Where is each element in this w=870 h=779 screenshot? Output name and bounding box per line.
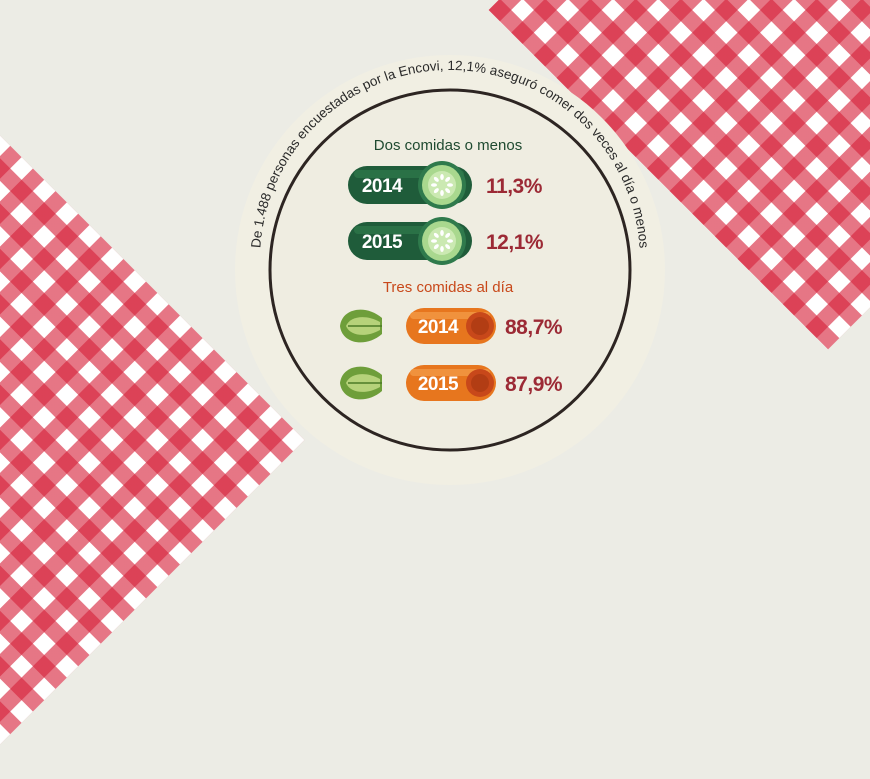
plate-rim [268, 88, 632, 452]
chart-row: 2015 12,1% [348, 217, 544, 265]
section-title: Tres comidas al día [383, 279, 514, 296]
cucumber-seed [440, 174, 444, 180]
cucumber-seed [431, 239, 437, 243]
year-label: 2014 [362, 176, 403, 197]
cucumber-seed [433, 188, 439, 194]
plate-chart: De 1.488 personas encuestadas por la Enc… [248, 57, 652, 452]
chart-row: 2015 87,9% [340, 365, 563, 401]
cucumber-seed [447, 183, 453, 187]
carrot-end-core [471, 317, 489, 335]
chart-row: 2014 11,3% [348, 161, 543, 209]
cucumber-seed [433, 232, 439, 238]
cucumber-seed [445, 188, 451, 194]
cucumber-seed [447, 239, 453, 243]
percent-label: 87,9% [505, 373, 563, 396]
percent-label: 12,1% [486, 231, 544, 254]
cucumber-seed [440, 230, 444, 236]
chart-row: 2014 88,7% [340, 308, 563, 344]
section-title: Dos comidas o menos [374, 137, 522, 154]
cucumber-seed [431, 183, 437, 187]
cucumber-seed [445, 176, 451, 182]
cucumber-seed [440, 190, 444, 196]
percent-label: 88,7% [505, 316, 563, 339]
year-label: 2015 [362, 232, 403, 253]
year-label: 2015 [418, 374, 459, 395]
percent-label: 11,3% [486, 175, 543, 198]
carrot-end-core [471, 374, 489, 392]
cucumber-seed [433, 244, 439, 250]
cucumber-seed [445, 232, 451, 238]
cucumber-seed [445, 244, 451, 250]
cucumber-seed [433, 176, 439, 182]
year-label: 2014 [418, 317, 459, 338]
cucumber-seed [440, 246, 444, 252]
